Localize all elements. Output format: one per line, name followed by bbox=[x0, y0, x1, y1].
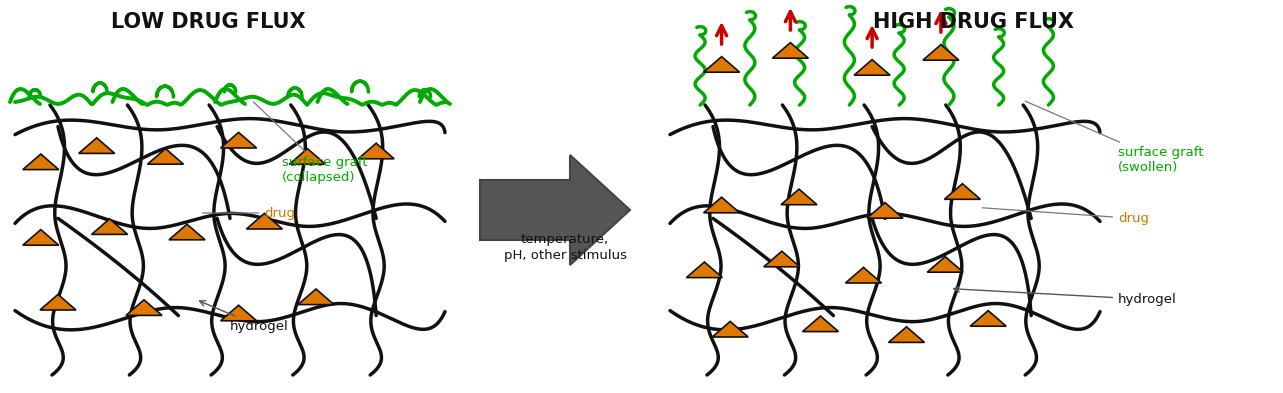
Polygon shape bbox=[221, 305, 257, 321]
Polygon shape bbox=[148, 149, 183, 164]
Text: hydrogel: hydrogel bbox=[200, 301, 289, 333]
Polygon shape bbox=[712, 321, 748, 337]
Polygon shape bbox=[126, 300, 162, 316]
Polygon shape bbox=[922, 45, 958, 60]
Polygon shape bbox=[802, 316, 839, 332]
Polygon shape bbox=[781, 189, 817, 205]
Polygon shape bbox=[686, 262, 722, 277]
Polygon shape bbox=[763, 251, 799, 267]
Text: pH, other stimulus: pH, other stimulus bbox=[503, 250, 626, 263]
Polygon shape bbox=[221, 132, 257, 148]
Polygon shape bbox=[246, 213, 282, 229]
Polygon shape bbox=[91, 219, 127, 234]
Text: drug: drug bbox=[983, 208, 1150, 225]
Polygon shape bbox=[23, 154, 59, 170]
Text: HIGH DRUG FLUX: HIGH DRUG FLUX bbox=[872, 12, 1074, 32]
Text: drug: drug bbox=[203, 206, 295, 220]
Polygon shape bbox=[867, 203, 903, 218]
Polygon shape bbox=[703, 57, 739, 72]
Text: temperature,: temperature, bbox=[521, 233, 609, 246]
Text: hydrogel: hydrogel bbox=[953, 286, 1177, 306]
Polygon shape bbox=[845, 267, 881, 283]
Polygon shape bbox=[928, 257, 964, 272]
Polygon shape bbox=[40, 294, 76, 310]
Polygon shape bbox=[772, 42, 808, 58]
Polygon shape bbox=[358, 143, 394, 159]
Polygon shape bbox=[480, 155, 630, 265]
Polygon shape bbox=[169, 224, 205, 240]
Polygon shape bbox=[23, 230, 59, 245]
Polygon shape bbox=[889, 327, 925, 342]
Polygon shape bbox=[944, 184, 980, 199]
Polygon shape bbox=[854, 60, 890, 75]
Text: surface graft
(swollen): surface graft (swollen) bbox=[1025, 101, 1203, 174]
Text: surface graft
(collapsed): surface graft (collapsed) bbox=[254, 102, 367, 184]
Text: LOW DRUG FLUX: LOW DRUG FLUX bbox=[112, 12, 305, 32]
Polygon shape bbox=[703, 197, 739, 213]
Polygon shape bbox=[290, 149, 326, 164]
Polygon shape bbox=[970, 310, 1006, 326]
Polygon shape bbox=[298, 289, 334, 305]
Polygon shape bbox=[78, 138, 114, 153]
